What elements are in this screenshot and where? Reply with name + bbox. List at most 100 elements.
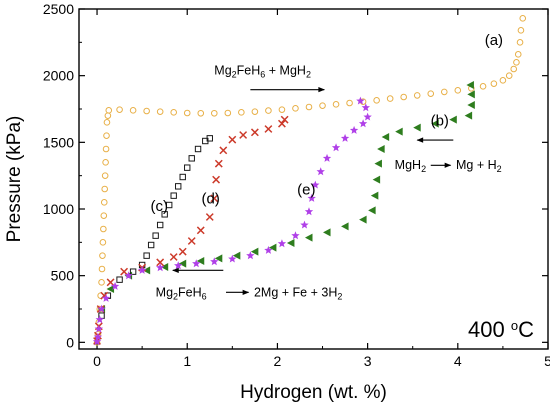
x-marker: [250, 128, 259, 137]
subscript: 2: [497, 164, 502, 174]
circle-marker: [156, 108, 164, 115]
circle-marker: [98, 265, 106, 273]
x-marker: [280, 115, 289, 124]
circle-marker: [386, 95, 394, 102]
circle-marker: [143, 107, 150, 115]
triangle-marker: [377, 145, 385, 153]
star-marker: [322, 153, 332, 162]
circle-marker: [440, 88, 448, 96]
x-marker: [214, 159, 223, 168]
circle-marker: [305, 103, 313, 111]
square-marker: [129, 268, 137, 275]
curve-label: (a): [485, 32, 503, 49]
triangle-marker: [323, 228, 331, 237]
subscript: 6: [202, 291, 207, 301]
x-tick-label: 5: [544, 353, 550, 369]
y-tick-label: 0: [66, 334, 74, 350]
reaction-part: Mg: [214, 63, 231, 77]
star-marker: [92, 337, 102, 346]
square-marker: [116, 276, 123, 283]
temperature-part: C: [518, 317, 534, 342]
reaction-part: FeH: [178, 285, 202, 299]
triangle-marker: [467, 90, 475, 99]
circle-marker: [210, 109, 218, 117]
circle-marker: [224, 109, 232, 117]
x-marker: [169, 253, 178, 261]
series-c: [98, 135, 213, 319]
triangle-marker: [160, 263, 169, 271]
star-marker: [358, 119, 368, 128]
circle-marker: [505, 72, 513, 79]
circle-marker: [99, 252, 106, 259]
triangle-marker: [413, 123, 421, 132]
reaction-part: FeH: [237, 63, 261, 77]
subscript: 2: [232, 69, 237, 79]
triangle-marker: [341, 222, 349, 231]
circle-marker: [101, 185, 109, 193]
star-marker: [124, 271, 133, 280]
circle-marker: [413, 92, 421, 99]
circle-marker: [278, 106, 286, 113]
curve-label: (c): [151, 198, 169, 215]
circle-marker: [490, 80, 498, 87]
temperature-part: 400: [468, 317, 511, 342]
star-marker: [307, 193, 316, 202]
circle-marker: [105, 107, 113, 114]
subscript: 2: [173, 291, 178, 301]
reaction-part: 2Mg + Fe + 3H: [254, 285, 337, 299]
triangle-marker: [467, 101, 475, 109]
circle-marker: [332, 101, 340, 108]
star-marker: [101, 293, 111, 302]
subscript: 2: [337, 291, 342, 301]
x-axis-label: Hydrogen (wt. %): [240, 382, 387, 403]
y-tick-label: 500: [51, 268, 75, 284]
triangle-marker: [359, 215, 367, 224]
square-marker: [170, 192, 177, 199]
square-marker: [147, 241, 155, 249]
triangle-marker: [286, 239, 295, 247]
x-tick-label: 3: [364, 353, 372, 369]
circle-marker: [103, 132, 110, 139]
reaction-text: 2Mg + Fe + 3H2: [254, 285, 342, 301]
circle-marker: [170, 109, 178, 116]
x-marker: [264, 125, 273, 133]
star-marker: [174, 261, 183, 270]
square-marker: [194, 145, 202, 153]
star-marker: [137, 265, 147, 274]
triangle-marker: [250, 247, 259, 256]
star-marker: [277, 239, 287, 248]
triangle-marker: [232, 251, 241, 260]
star-marker: [264, 245, 273, 254]
circle-marker: [183, 109, 191, 117]
circle-marker: [103, 119, 111, 126]
series-d: [93, 115, 289, 345]
star-marker: [97, 304, 106, 313]
subscript: 2: [306, 69, 311, 79]
star-marker: [246, 251, 255, 260]
reaction-part: MgH: [395, 158, 421, 172]
circle-marker: [101, 172, 109, 179]
star-marker: [210, 257, 219, 266]
x-marker: [196, 226, 205, 235]
star-marker: [95, 315, 104, 324]
circle-marker: [510, 65, 518, 73]
circle-marker: [197, 109, 205, 117]
star-marker: [93, 332, 103, 341]
reaction-part: + MgH: [265, 63, 306, 77]
square-marker: [206, 135, 213, 142]
y-tick-label: 1500: [43, 134, 74, 150]
circle-marker: [102, 159, 109, 166]
square-marker: [152, 232, 159, 239]
x-marker: [239, 131, 248, 139]
circle-marker: [346, 99, 353, 107]
triangle-marker: [449, 115, 457, 124]
star-marker: [331, 143, 341, 152]
reaction-part: Mg + H: [456, 158, 497, 172]
y-tick-label: 1000: [43, 201, 74, 217]
square-marker: [161, 211, 168, 218]
square-marker: [143, 252, 150, 259]
x-marker: [228, 135, 237, 144]
star-marker: [361, 103, 370, 112]
triangle-marker: [268, 243, 277, 252]
x-marker: [212, 175, 221, 184]
